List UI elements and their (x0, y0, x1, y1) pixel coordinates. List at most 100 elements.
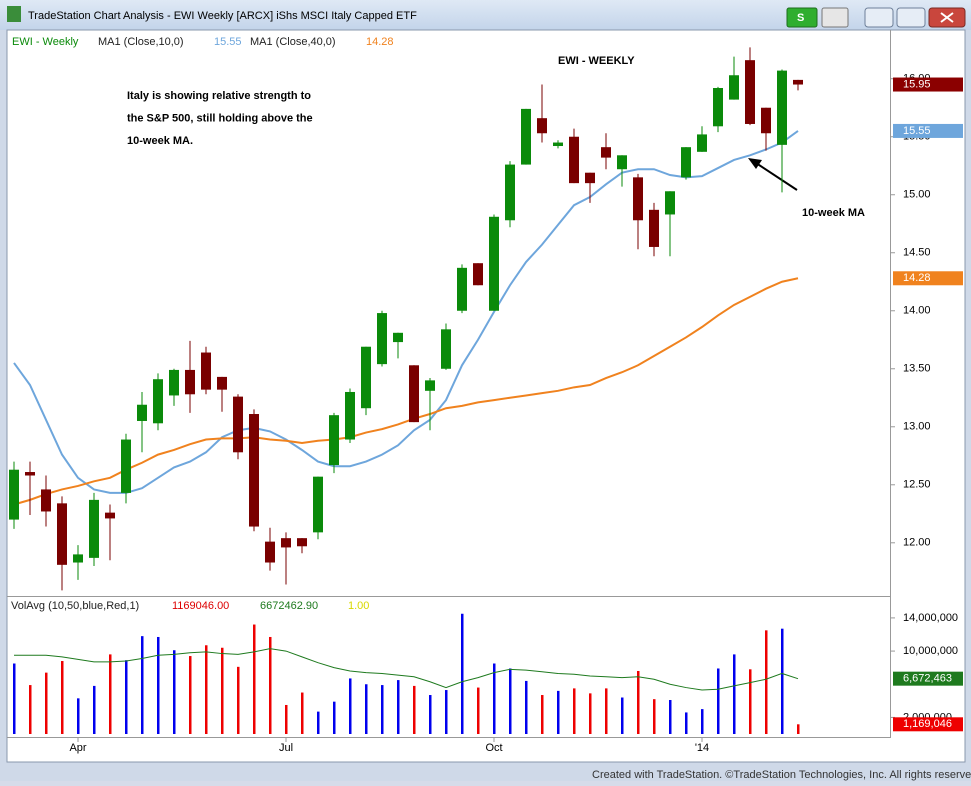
volume-bar (253, 624, 256, 734)
y-tick-label: 15.00 (903, 189, 931, 201)
annotation-text: 10-week MA. (127, 135, 193, 147)
volume-bar (541, 695, 544, 734)
volume-bar (685, 712, 688, 734)
window-title: TradeStation Chart Analysis - EWI Weekly… (28, 10, 417, 22)
candle-body (153, 379, 163, 424)
volume-bar (605, 688, 608, 734)
candle-body (649, 209, 659, 247)
volume-bar (589, 693, 592, 734)
volume-bar (413, 685, 416, 734)
candle-body (601, 147, 611, 158)
candle-body (665, 191, 675, 215)
volume-bar (701, 709, 704, 734)
volume-bar (61, 661, 64, 734)
candle-body (9, 469, 19, 520)
candle-body (569, 136, 579, 184)
volume-bar (749, 669, 752, 734)
candle-body (489, 216, 499, 311)
y-tick-label: 10,000,000 (903, 645, 958, 657)
candle-body (697, 134, 707, 152)
volume-marker: 6,672,463 (903, 673, 952, 685)
volume-bar (29, 685, 32, 734)
volume-bar (653, 699, 656, 734)
last-price-marker: 15.95 (903, 78, 931, 90)
candle-body (633, 177, 643, 221)
volume-bar (317, 711, 320, 734)
x-tick-label: '14 (695, 742, 709, 754)
candle-body (313, 476, 323, 533)
candle-body (777, 70, 787, 145)
volume-bar (557, 690, 560, 734)
candle-body (25, 472, 35, 476)
volume-bar (781, 628, 784, 734)
y-tick-label: 13.00 (903, 421, 931, 433)
candle-body (537, 118, 547, 134)
ma-marker-bg (893, 123, 963, 138)
volume-legend: VolAvg (10,50,blue,Red,1) (11, 600, 139, 612)
volume-bar (45, 672, 48, 734)
ma-marker-bg (893, 271, 963, 286)
candle-body (57, 503, 67, 565)
volume-bar (365, 684, 368, 734)
candle-body (281, 538, 291, 548)
volume-bar (221, 647, 224, 734)
volume-bar (637, 670, 640, 734)
candle-body (41, 489, 51, 512)
moving-average-line (13, 130, 799, 494)
volume-bar (509, 668, 512, 734)
annotation-arrowhead (748, 158, 762, 169)
candle-body (73, 554, 83, 563)
candle-body (393, 332, 403, 343)
volume-marker-bg (893, 717, 963, 732)
candle-body (521, 108, 531, 165)
symbol-button[interactable] (786, 7, 818, 28)
maximize-button[interactable] (896, 7, 926, 28)
candle-body (217, 376, 227, 390)
candle-body (233, 396, 243, 453)
volume-bar (717, 668, 720, 734)
volume-bar (333, 701, 336, 734)
y-tick-label: 13.50 (903, 363, 931, 375)
y-tick-label: 14.50 (903, 247, 931, 259)
minimize-button[interactable] (864, 7, 894, 28)
menu-button[interactable] (821, 7, 849, 28)
candle-body (441, 329, 451, 369)
candle-body (761, 107, 771, 134)
candle-body (409, 365, 419, 423)
candle-body (297, 538, 307, 547)
candle-body (185, 369, 195, 395)
volume-bar (493, 663, 496, 734)
volume-average-line (14, 648, 799, 691)
volume-bar (109, 654, 112, 734)
volume-bar (525, 680, 528, 734)
y-tick-label: 12.00 (903, 537, 931, 549)
annotation-text: Italy is showing relative strength to (127, 90, 311, 102)
volume-bar (125, 660, 128, 734)
candle-body (729, 75, 739, 100)
volume-bar (461, 613, 464, 734)
y-tick-label: 12.50 (903, 479, 931, 491)
volume-bar (397, 680, 400, 734)
candle-body (745, 60, 755, 124)
candle-body (585, 172, 595, 184)
app-icon (7, 6, 21, 22)
volume-bar (285, 704, 288, 734)
candle-body (457, 267, 467, 311)
chart-title: EWI - WEEKLY (558, 55, 635, 67)
legend-ma40: MA1 (Close,40,0) (250, 36, 336, 48)
volume-bar (141, 636, 144, 734)
candle-body (553, 142, 563, 147)
candle-body (345, 391, 355, 440)
volume-bar (301, 692, 304, 734)
symbol-button-label[interactable]: S (797, 12, 804, 24)
volume-bar (205, 645, 208, 734)
volume-bar (77, 698, 80, 734)
annotation-text: the S&P 500, still holding above the (127, 112, 313, 124)
candle-body (377, 313, 387, 365)
volume-bar (477, 687, 480, 734)
candle-body (265, 541, 275, 563)
candle-body (249, 414, 259, 527)
volume-bar (173, 650, 176, 734)
candle-body (169, 369, 179, 396)
volume-bar (189, 656, 192, 734)
